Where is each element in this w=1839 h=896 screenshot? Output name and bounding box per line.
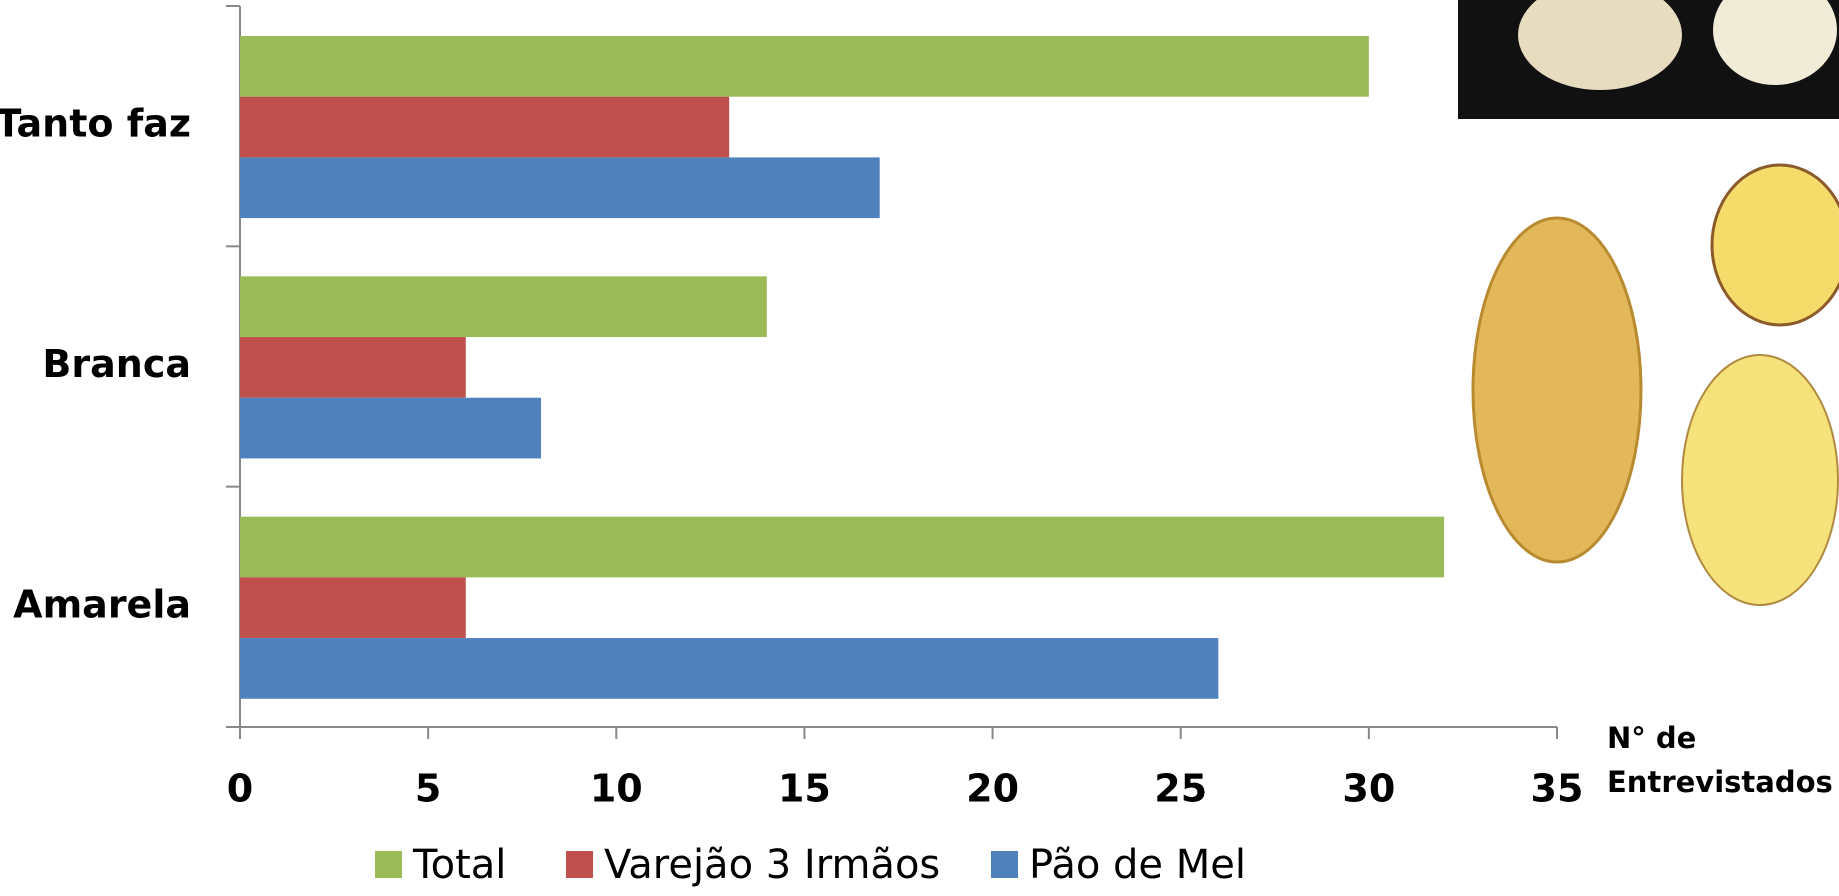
x-tick-label: 15 <box>778 767 831 811</box>
photo-white-potato <box>1458 0 1839 119</box>
x-tick-label: 35 <box>1531 767 1584 811</box>
bar <box>240 516 1445 578</box>
bar <box>240 157 880 219</box>
y-tick-label: Branca <box>42 342 191 386</box>
x-tick-label: 0 <box>227 767 253 811</box>
bar <box>240 337 466 398</box>
legend-swatch <box>375 851 402 878</box>
y-tick-label: Tanto faz <box>0 102 191 146</box>
x-tick-label: 20 <box>966 767 1019 811</box>
bar <box>240 577 466 639</box>
bar <box>240 397 542 459</box>
bar <box>240 36 1369 97</box>
bar <box>240 276 767 338</box>
legend-label: Varejão 3 Irmãos <box>604 842 940 888</box>
x-tick-label: 30 <box>1342 767 1395 811</box>
x-tick-label: 5 <box>415 767 441 811</box>
legend-swatch <box>991 851 1018 878</box>
legend-label: Total <box>412 842 506 888</box>
bar <box>240 96 730 158</box>
x-tick-label: 25 <box>1154 767 1207 811</box>
legend-label: Pão de Mel <box>1029 842 1246 888</box>
photo-yellow-potato <box>1471 163 1839 606</box>
y-tick-label: Amarela <box>13 582 191 626</box>
x-tick-label: 10 <box>590 767 643 811</box>
x-axis-label: N° de Entrevistados <box>1607 721 1833 799</box>
legend-swatch <box>566 851 593 878</box>
bar <box>240 638 1219 699</box>
